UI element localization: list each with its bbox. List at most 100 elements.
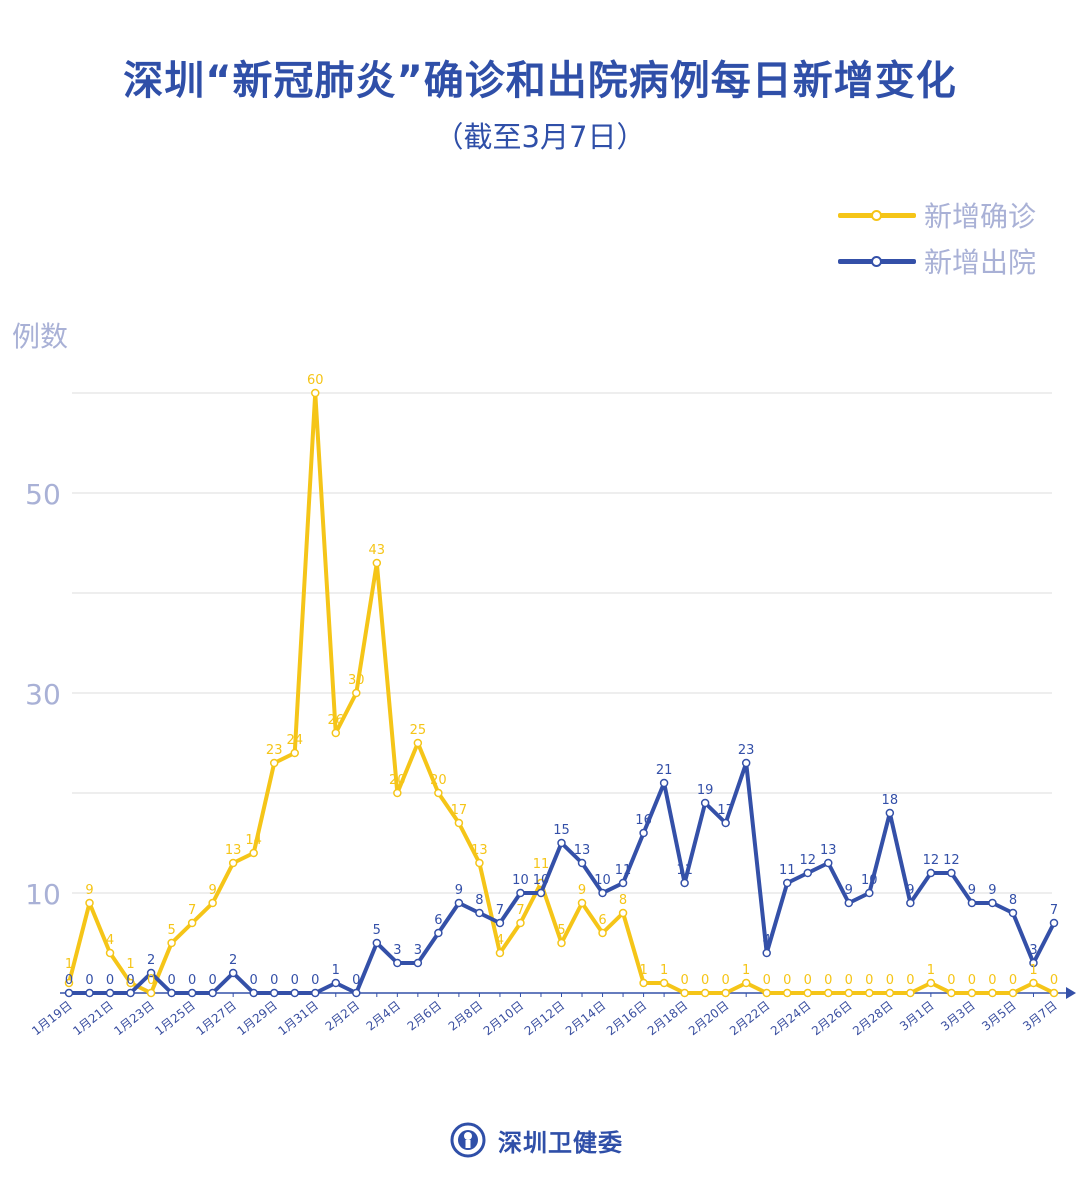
data-point xyxy=(249,848,258,858)
data-point xyxy=(782,988,792,998)
data-point xyxy=(393,788,402,798)
data-point xyxy=(187,988,197,998)
data-point xyxy=(516,888,525,898)
data-point xyxy=(187,918,197,928)
data-point xyxy=(64,988,74,998)
data-label: 9 xyxy=(209,883,217,898)
data-label: 13 xyxy=(471,843,488,858)
data-label: 10 xyxy=(594,873,611,888)
data-label: 30 xyxy=(348,673,365,688)
data-label: 0 xyxy=(126,973,134,988)
data-point xyxy=(269,988,279,998)
data-point xyxy=(639,978,648,988)
logo-icon xyxy=(450,1122,486,1158)
data-label: 5 xyxy=(557,923,565,938)
data-label: 0 xyxy=(804,973,812,988)
data-point xyxy=(1029,958,1038,968)
data-point xyxy=(331,978,341,988)
data-label: 0 xyxy=(988,973,996,988)
data-point xyxy=(228,858,238,868)
data-label: 43 xyxy=(369,543,386,558)
data-label: 21 xyxy=(656,763,673,778)
x-tick-label: 2月20日 xyxy=(686,998,732,1038)
data-point xyxy=(824,988,833,998)
x-tick-label: 1月29日 xyxy=(234,998,280,1038)
data-point xyxy=(516,918,525,928)
data-label: 0 xyxy=(291,973,299,988)
data-label: 1 xyxy=(65,957,73,972)
data-label: 0 xyxy=(701,973,709,988)
data-label: 12 xyxy=(799,853,816,868)
x-tick-label: 3月1日 xyxy=(897,998,937,1033)
data-label: 1 xyxy=(639,963,647,978)
data-point xyxy=(167,938,176,948)
data-label: 0 xyxy=(722,973,730,988)
data-label: 20 xyxy=(430,773,447,788)
x-tick-label: 1月27日 xyxy=(193,998,239,1038)
data-point xyxy=(352,988,361,998)
data-point xyxy=(311,988,320,998)
data-label: 5 xyxy=(167,923,175,938)
data-point xyxy=(557,838,566,848)
data-point xyxy=(680,988,689,998)
data-point xyxy=(495,948,505,958)
data-point xyxy=(885,808,895,818)
data-point xyxy=(700,988,710,998)
data-label: 9 xyxy=(578,883,586,898)
data-label: 1 xyxy=(742,963,750,978)
data-point xyxy=(967,898,977,908)
data-point xyxy=(659,778,669,788)
data-label: 14 xyxy=(245,833,262,848)
data-point xyxy=(228,968,238,978)
data-point xyxy=(331,728,341,738)
data-label: 0 xyxy=(311,973,319,988)
chart-subtitle: （截至3月7日） xyxy=(434,120,646,154)
data-label: 1 xyxy=(660,963,668,978)
data-point xyxy=(865,988,874,998)
data-point xyxy=(618,908,628,918)
data-point xyxy=(1008,988,1018,998)
data-label: 0 xyxy=(65,973,73,988)
data-label: 25 xyxy=(410,723,427,738)
data-label: 9 xyxy=(906,883,914,898)
legend-item-confirmed: 新增确诊 xyxy=(838,192,1036,238)
data-label: 15 xyxy=(553,823,570,838)
data-label: 3 xyxy=(1029,943,1037,958)
data-label: 0 xyxy=(865,973,873,988)
data-label: 9 xyxy=(968,883,976,898)
data-point xyxy=(721,818,730,828)
data-point xyxy=(1049,918,1059,928)
x-tick-label: 2月18日 xyxy=(645,998,691,1038)
data-point xyxy=(926,978,936,988)
data-label: 2 xyxy=(229,953,237,968)
data-point xyxy=(372,558,382,568)
data-label: 5 xyxy=(373,923,381,938)
data-label: 11 xyxy=(676,863,693,878)
data-point xyxy=(352,688,361,698)
data-label: 8 xyxy=(1009,893,1017,908)
data-label: 9 xyxy=(455,883,463,898)
data-label: 0 xyxy=(906,973,914,988)
data-label: 0 xyxy=(947,973,955,988)
y-axis-label: 例数 xyxy=(12,320,69,353)
data-point xyxy=(126,978,135,988)
data-label: 1 xyxy=(126,957,134,972)
data-point xyxy=(598,928,607,938)
data-point xyxy=(741,758,751,768)
x-tick-label: 2月16日 xyxy=(604,998,650,1038)
data-point xyxy=(434,788,443,798)
legend-item-discharged: 新增出院 xyxy=(838,238,1036,284)
data-label: 0 xyxy=(250,973,258,988)
data-point xyxy=(85,988,94,998)
data-point xyxy=(741,978,751,988)
data-label: 0 xyxy=(680,973,688,988)
legend: 新增确诊 新增出院 xyxy=(838,192,1036,284)
y-tick-label: 50 xyxy=(25,478,61,511)
data-label: 7 xyxy=(516,903,524,918)
data-label: 0 xyxy=(147,973,155,988)
data-point xyxy=(762,948,771,958)
data-point xyxy=(536,888,546,898)
data-point xyxy=(249,988,258,998)
data-label: 0 xyxy=(352,973,360,988)
x-tick-label: 2月14日 xyxy=(563,998,609,1038)
